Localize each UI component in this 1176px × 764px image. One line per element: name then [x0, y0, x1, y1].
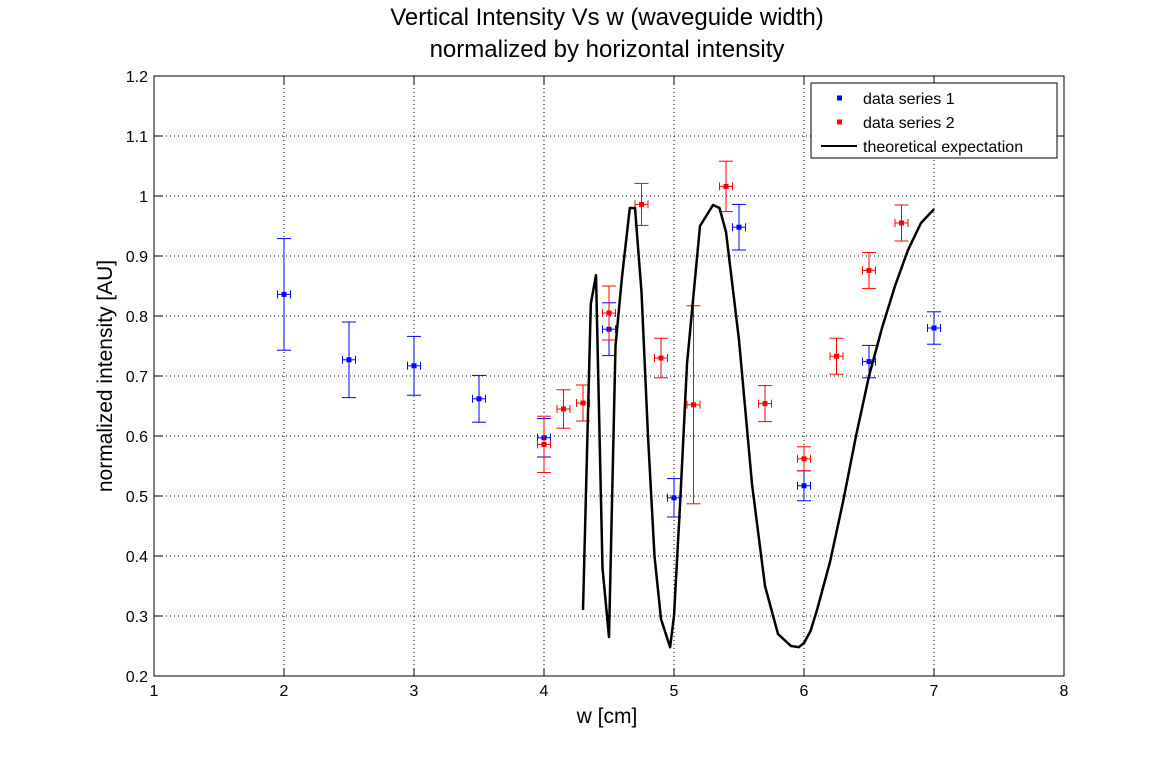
data-marker: [476, 396, 482, 402]
data-point: [686, 305, 701, 505]
data-marker: [281, 291, 287, 297]
legend-label: data series 2: [863, 115, 955, 132]
data-point: [797, 446, 811, 472]
data-point: [894, 204, 909, 242]
data-marker: [671, 495, 677, 501]
data-point: [719, 160, 733, 213]
x-tick-label: 7: [930, 683, 939, 700]
data-marker: [658, 355, 664, 361]
y-tick-label: 0.2: [126, 669, 148, 686]
plot-area: [277, 160, 941, 649]
x-tick-label: 2: [280, 683, 289, 700]
y-tick-label: 0.9: [126, 249, 148, 266]
data-point: [654, 337, 668, 379]
data-marker: [736, 224, 742, 230]
data-point: [407, 335, 421, 396]
data-marker: [691, 402, 696, 408]
data-point: [927, 311, 941, 345]
legend-entry-3: theoretical expectation: [821, 139, 1023, 156]
series-3: [581, 203, 935, 649]
data-marker: [801, 483, 807, 489]
legend-marker-swatch: [837, 119, 842, 125]
y-tick-label: 0.6: [126, 429, 148, 446]
data-marker: [834, 353, 839, 359]
y-tick-label: 1: [139, 189, 148, 206]
data-marker: [561, 406, 566, 412]
series-2: [537, 160, 909, 505]
data-point: [732, 203, 746, 251]
y-tick-label: 0.3: [126, 609, 148, 626]
y-axis-ticks: 0.2 0.3 0.4 0.5 0.6 0.7 0.8 0.9 1 1.1 1.2: [126, 69, 1064, 686]
data-point: [472, 374, 486, 423]
data-point: [277, 238, 291, 351]
data-point: [537, 415, 551, 474]
y-tick-label: 1.2: [126, 69, 148, 86]
data-marker: [541, 441, 547, 447]
data-marker: [866, 359, 872, 365]
data-marker: [411, 363, 417, 369]
data-marker: [899, 220, 904, 226]
data-point: [602, 285, 616, 341]
data-marker: [346, 357, 352, 363]
data-marker: [931, 325, 937, 331]
x-tick-label: 5: [670, 683, 679, 700]
y-tick-label: 0.8: [126, 309, 148, 326]
chart-title-line-1: Vertical Intensity Vs w (waveguide width…: [390, 4, 824, 31]
x-tick-label: 8: [1060, 683, 1069, 700]
x-tick-label: 1: [150, 683, 159, 700]
y-tick-label: 1.1: [126, 129, 148, 146]
legend-label: data series 1: [863, 91, 955, 108]
data-marker: [866, 267, 872, 273]
data-point: [342, 321, 356, 399]
data-point: [556, 389, 571, 429]
legend-entry-1: data series 1: [837, 91, 955, 108]
x-tick-label: 6: [800, 683, 809, 700]
data-point: [829, 337, 844, 375]
axes-box: [153, 75, 1065, 677]
data-point: [862, 251, 876, 289]
data-marker: [639, 201, 644, 207]
y-tick-label: 0.7: [126, 369, 148, 386]
data-marker: [580, 400, 586, 406]
y-tick-label: 0.5: [126, 489, 148, 506]
data-point: [758, 385, 772, 423]
legend-marker-swatch: [837, 95, 842, 101]
x-axis-ticks: 1 2 3 4 5 6 7 8: [150, 76, 1069, 700]
data-marker: [801, 456, 807, 462]
x-axis-label: w [cm]: [576, 705, 638, 728]
legend-entry-2: data series 2: [837, 115, 955, 132]
legend: data series 1 data series 2 theoretical ex…: [810, 82, 1058, 159]
data-marker: [762, 401, 768, 407]
x-tick-label: 4: [540, 683, 549, 700]
chart-title-line-2: normalized by horizontal intensity: [430, 36, 785, 63]
y-axis-label: normalized intensity [AU]: [94, 260, 117, 492]
theoretical-curve: [581, 203, 935, 649]
y-tick-label: 0.4: [126, 549, 148, 566]
legend-label: theoretical expectation: [863, 139, 1023, 156]
data-marker: [723, 183, 729, 189]
x-tick-label: 3: [410, 683, 419, 700]
data-marker: [606, 310, 612, 316]
